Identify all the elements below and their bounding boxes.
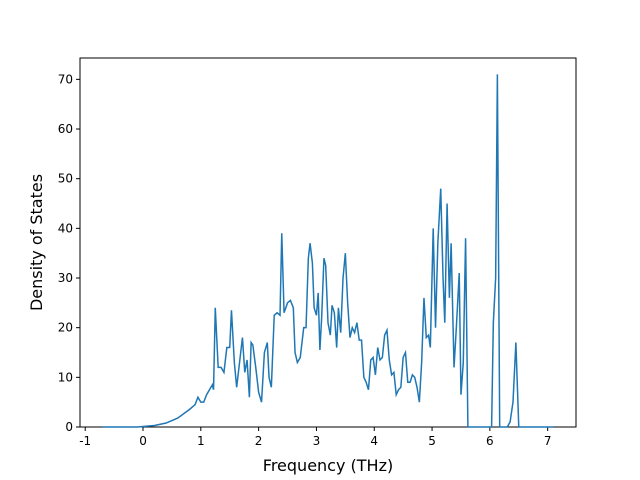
x-tick-label: 5 xyxy=(428,434,436,448)
x-tick-label: 4 xyxy=(370,434,378,448)
y-tick-label: 30 xyxy=(58,271,73,285)
x-axis-label: Frequency (THz) xyxy=(263,456,393,475)
x-tick-label: 0 xyxy=(139,434,147,448)
y-tick-label: 10 xyxy=(58,370,73,384)
y-tick-label: 50 xyxy=(58,172,73,186)
x-tick-label: 6 xyxy=(486,434,494,448)
y-tick-label: 70 xyxy=(58,72,73,86)
plot-frame xyxy=(79,57,577,428)
y-tick-label: 60 xyxy=(58,122,73,136)
y-tick-label: 20 xyxy=(58,321,73,335)
x-tick-label: 2 xyxy=(255,434,263,448)
x-tick-label: 7 xyxy=(544,434,552,448)
y-axis-label: Density of States xyxy=(27,174,46,311)
y-tick-label: 0 xyxy=(65,420,73,434)
x-tick-label: -1 xyxy=(79,434,91,448)
x-tick-label: 1 xyxy=(197,434,205,448)
dos-line xyxy=(102,74,554,428)
x-tick-label: 3 xyxy=(313,434,321,448)
y-tick-label: 40 xyxy=(58,221,73,235)
